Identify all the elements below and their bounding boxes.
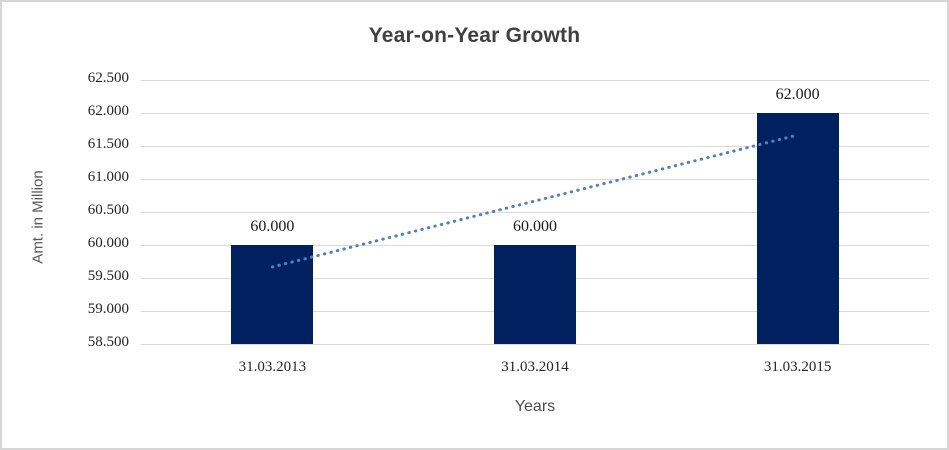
bar-31.03.2015 — [756, 113, 839, 344]
y-axis-tick-label: 59.500 — [87, 268, 129, 284]
data-label: 62.000 — [775, 86, 820, 103]
x-axis-tick-label: 31.03.2014 — [501, 359, 569, 375]
y-axis-tick-label: 62.500 — [87, 70, 129, 86]
data-label: 60.000 — [250, 218, 295, 235]
x-axis-tick-label: 31.03.2013 — [238, 359, 307, 375]
y-axis-tick-label: 61.000 — [87, 169, 129, 185]
chart-title: Year-on-Year Growth — [368, 24, 581, 47]
y-axis-tick-label: 62.000 — [87, 103, 129, 119]
y-axis-tick-label: 58.500 — [87, 334, 129, 350]
y-axis-tick-label: 60.000 — [87, 235, 129, 251]
gridline — [141, 79, 929, 81]
y-axis-tick-label: 60.500 — [87, 202, 129, 218]
y-axis-title: Amt. in Million — [29, 170, 47, 264]
bar-31.03.2013 — [231, 245, 314, 344]
y-axis-tick-label: 61.500 — [87, 136, 129, 152]
bar-31.03.2014 — [494, 245, 576, 344]
data-label: 60.000 — [513, 218, 557, 235]
x-axis-tick-label: 31.03.2015 — [763, 359, 832, 375]
gridline — [141, 112, 929, 114]
gridline — [141, 343, 929, 345]
x-axis-title: Years — [514, 398, 556, 415]
y-axis-tick-label: 59.000 — [87, 301, 129, 317]
